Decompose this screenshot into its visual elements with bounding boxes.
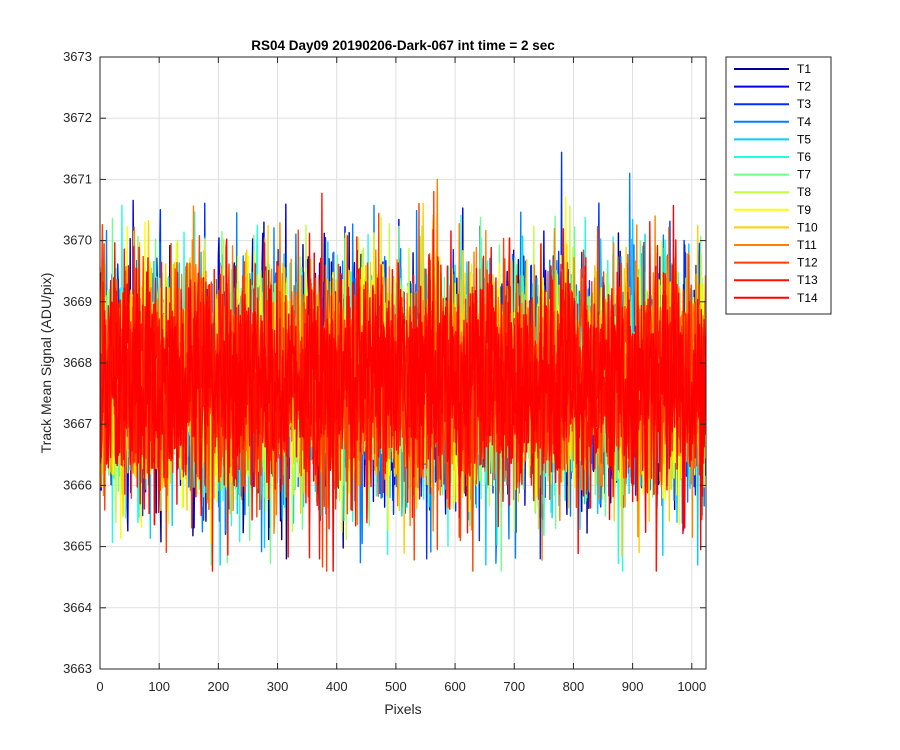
x-tick-label: 900 — [622, 679, 644, 694]
legend-label-t11: T11 — [797, 238, 817, 252]
y-tick-label: 3669 — [63, 294, 92, 309]
legend-label-t1: T1 — [797, 62, 811, 76]
x-tick-label: 500 — [385, 679, 407, 694]
legend-label-t10: T10 — [797, 220, 818, 234]
legend-label-t2: T2 — [797, 80, 811, 94]
y-axis-title: Track Mean Signal (ADU/pix) — [38, 273, 54, 454]
legend-label-t14: T14 — [797, 291, 818, 305]
legend: T1 T2 T3 T4 T5 T6 T7 T8 T9 T10 T11 T12 T13 T14 — [725, 56, 832, 315]
x-tick-label: 200 — [208, 679, 230, 694]
y-tick-label: 3667 — [63, 416, 92, 431]
x-tick-label: 100 — [148, 679, 170, 694]
x-axis-title: Pixels — [384, 701, 421, 717]
y-tick-label: 3668 — [63, 355, 92, 370]
legend-box — [725, 56, 832, 315]
chart-title: RS04 Day09 20190206-Dark-067 int time = … — [251, 38, 555, 53]
y-tick-label: 3670 — [63, 233, 92, 248]
y-tick-label: 3673 — [63, 49, 92, 64]
x-tick-label: 0 — [96, 679, 103, 694]
y-tick-label: 3671 — [63, 171, 92, 186]
y-tick-label: 3666 — [63, 477, 92, 492]
legend-label-t8: T8 — [797, 185, 811, 199]
axis-ticks: 0 100 200 300 400 500 600 700 800 900 1000 3663 3664… — [63, 49, 706, 694]
legend-label-t6: T6 — [797, 150, 811, 164]
legend-label-t5: T5 — [797, 132, 811, 146]
legend-label-t13: T13 — [797, 273, 818, 287]
y-tick-label: 3672 — [63, 110, 92, 125]
x-tick-label: 300 — [267, 679, 289, 694]
y-tick-label: 3664 — [63, 600, 92, 615]
x-tick-label: 700 — [503, 679, 525, 694]
legend-label-t9: T9 — [797, 203, 811, 217]
x-tick-label: 600 — [444, 679, 466, 694]
series-lines — [100, 151, 706, 572]
x-tick-label: 800 — [563, 679, 585, 694]
legend-label-t4: T4 — [797, 115, 811, 129]
series-line-t13 — [100, 192, 706, 572]
x-tick-label: 1000 — [677, 679, 706, 694]
y-tick-label: 3663 — [63, 661, 92, 676]
legend-label-t7: T7 — [797, 168, 811, 182]
x-tick-label: 400 — [326, 679, 348, 694]
y-tick-label: 3665 — [63, 539, 92, 554]
legend-label-t12: T12 — [797, 256, 818, 270]
legend-entries: T1 T2 T3 T4 T5 T6 T7 T8 T9 T10 T11 T12 T13 T14 — [734, 62, 818, 305]
legend-label-t3: T3 — [797, 97, 811, 111]
series-line-t14 — [100, 204, 706, 572]
